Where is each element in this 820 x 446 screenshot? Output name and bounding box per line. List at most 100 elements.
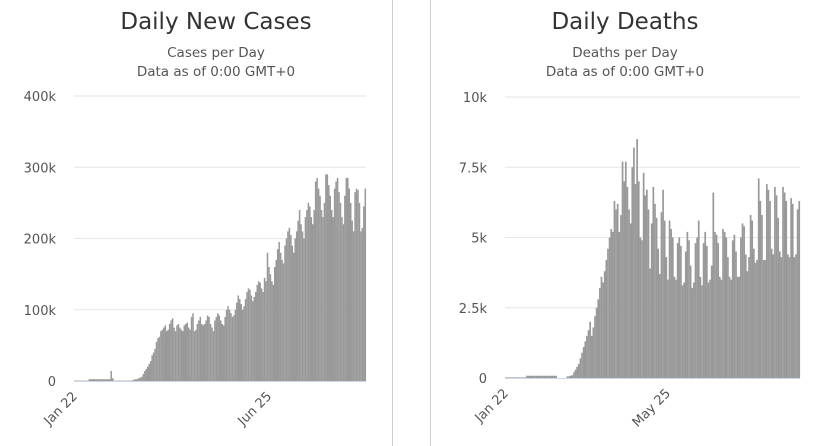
bar bbox=[778, 251, 781, 378]
bar bbox=[249, 289, 251, 381]
bar bbox=[600, 276, 603, 378]
bar bbox=[752, 248, 755, 378]
bar bbox=[177, 324, 180, 381]
bar bbox=[610, 229, 613, 378]
bar bbox=[176, 325, 178, 381]
bar bbox=[582, 347, 585, 378]
bar bbox=[295, 231, 298, 381]
bar bbox=[282, 263, 285, 381]
bar bbox=[95, 379, 98, 381]
bar bbox=[740, 237, 742, 378]
bar bbox=[313, 210, 315, 381]
bar bbox=[587, 330, 590, 378]
bar bbox=[738, 276, 741, 378]
bar bbox=[307, 202, 310, 381]
bar bbox=[265, 281, 267, 381]
bar bbox=[681, 285, 684, 378]
bar bbox=[138, 378, 140, 381]
y-tick-label: 200k bbox=[24, 233, 57, 248]
bar bbox=[602, 282, 604, 378]
bar bbox=[167, 329, 169, 381]
bar bbox=[788, 257, 791, 378]
bar bbox=[345, 177, 348, 381]
bar bbox=[238, 299, 241, 381]
bar bbox=[626, 186, 629, 378]
plot-area: 0 2.5k 5k 7.5k 10k Jan 22 May 25 bbox=[459, 91, 801, 430]
bar bbox=[636, 139, 638, 378]
chart-title: Daily Deaths bbox=[551, 9, 699, 35]
bar bbox=[309, 206, 311, 381]
chart-subtitle: Cases per Day bbox=[167, 45, 265, 61]
bar bbox=[206, 315, 209, 381]
bar bbox=[628, 209, 630, 378]
bar bbox=[571, 375, 574, 378]
bar bbox=[678, 237, 681, 378]
bar bbox=[731, 240, 734, 378]
bar bbox=[291, 245, 294, 381]
bar bbox=[97, 379, 99, 381]
bar bbox=[344, 195, 346, 381]
bar bbox=[225, 309, 228, 381]
bar bbox=[284, 245, 286, 381]
bar bbox=[620, 215, 622, 378]
bar bbox=[363, 206, 365, 381]
bar bbox=[142, 373, 145, 381]
bar bbox=[717, 243, 720, 378]
y-tick-label: 7.5k bbox=[459, 161, 488, 176]
bar bbox=[279, 252, 282, 381]
bar bbox=[211, 327, 213, 381]
y-tick-label: 0 bbox=[479, 372, 487, 387]
bar bbox=[88, 379, 91, 381]
bar bbox=[566, 376, 569, 378]
y-tick-label: 400k bbox=[24, 90, 57, 105]
bar bbox=[252, 301, 254, 381]
bar bbox=[290, 234, 292, 381]
bar bbox=[637, 181, 640, 378]
bar bbox=[132, 379, 134, 381]
bar bbox=[756, 259, 758, 378]
chart-subtitle: Deaths per Day bbox=[572, 45, 678, 61]
bar bbox=[135, 379, 137, 381]
y-tick-label: 300k bbox=[24, 161, 57, 176]
bar bbox=[183, 325, 186, 381]
bar bbox=[759, 200, 762, 378]
bar bbox=[231, 316, 234, 381]
bar bbox=[94, 379, 96, 381]
bar bbox=[795, 254, 797, 378]
bar bbox=[326, 174, 329, 381]
bar bbox=[332, 217, 334, 381]
bar bbox=[744, 254, 747, 378]
bar bbox=[545, 375, 548, 378]
bar bbox=[723, 231, 726, 378]
bar bbox=[728, 276, 731, 378]
bar bbox=[615, 209, 617, 378]
bar bbox=[184, 324, 187, 381]
bar bbox=[775, 195, 778, 378]
bar bbox=[360, 231, 362, 381]
bar bbox=[288, 227, 291, 381]
bar bbox=[180, 329, 183, 381]
bar bbox=[293, 252, 295, 381]
bar bbox=[222, 325, 225, 381]
bar bbox=[577, 363, 580, 378]
bar bbox=[203, 324, 206, 381]
bar bbox=[179, 327, 181, 381]
bar bbox=[704, 231, 707, 378]
bar bbox=[218, 315, 221, 381]
bar bbox=[508, 377, 510, 378]
bar bbox=[592, 327, 595, 378]
bar bbox=[581, 352, 583, 378]
bar bbox=[534, 375, 536, 378]
chart-title: Daily New Cases bbox=[120, 9, 312, 35]
bar bbox=[714, 231, 716, 378]
bar bbox=[530, 375, 533, 378]
bar bbox=[256, 284, 259, 381]
bar bbox=[527, 375, 530, 378]
bar bbox=[164, 325, 167, 381]
bar bbox=[787, 254, 789, 378]
bar bbox=[157, 338, 159, 381]
bar bbox=[539, 375, 541, 378]
bar bbox=[244, 299, 247, 381]
bar bbox=[796, 209, 799, 378]
bar bbox=[212, 331, 215, 381]
